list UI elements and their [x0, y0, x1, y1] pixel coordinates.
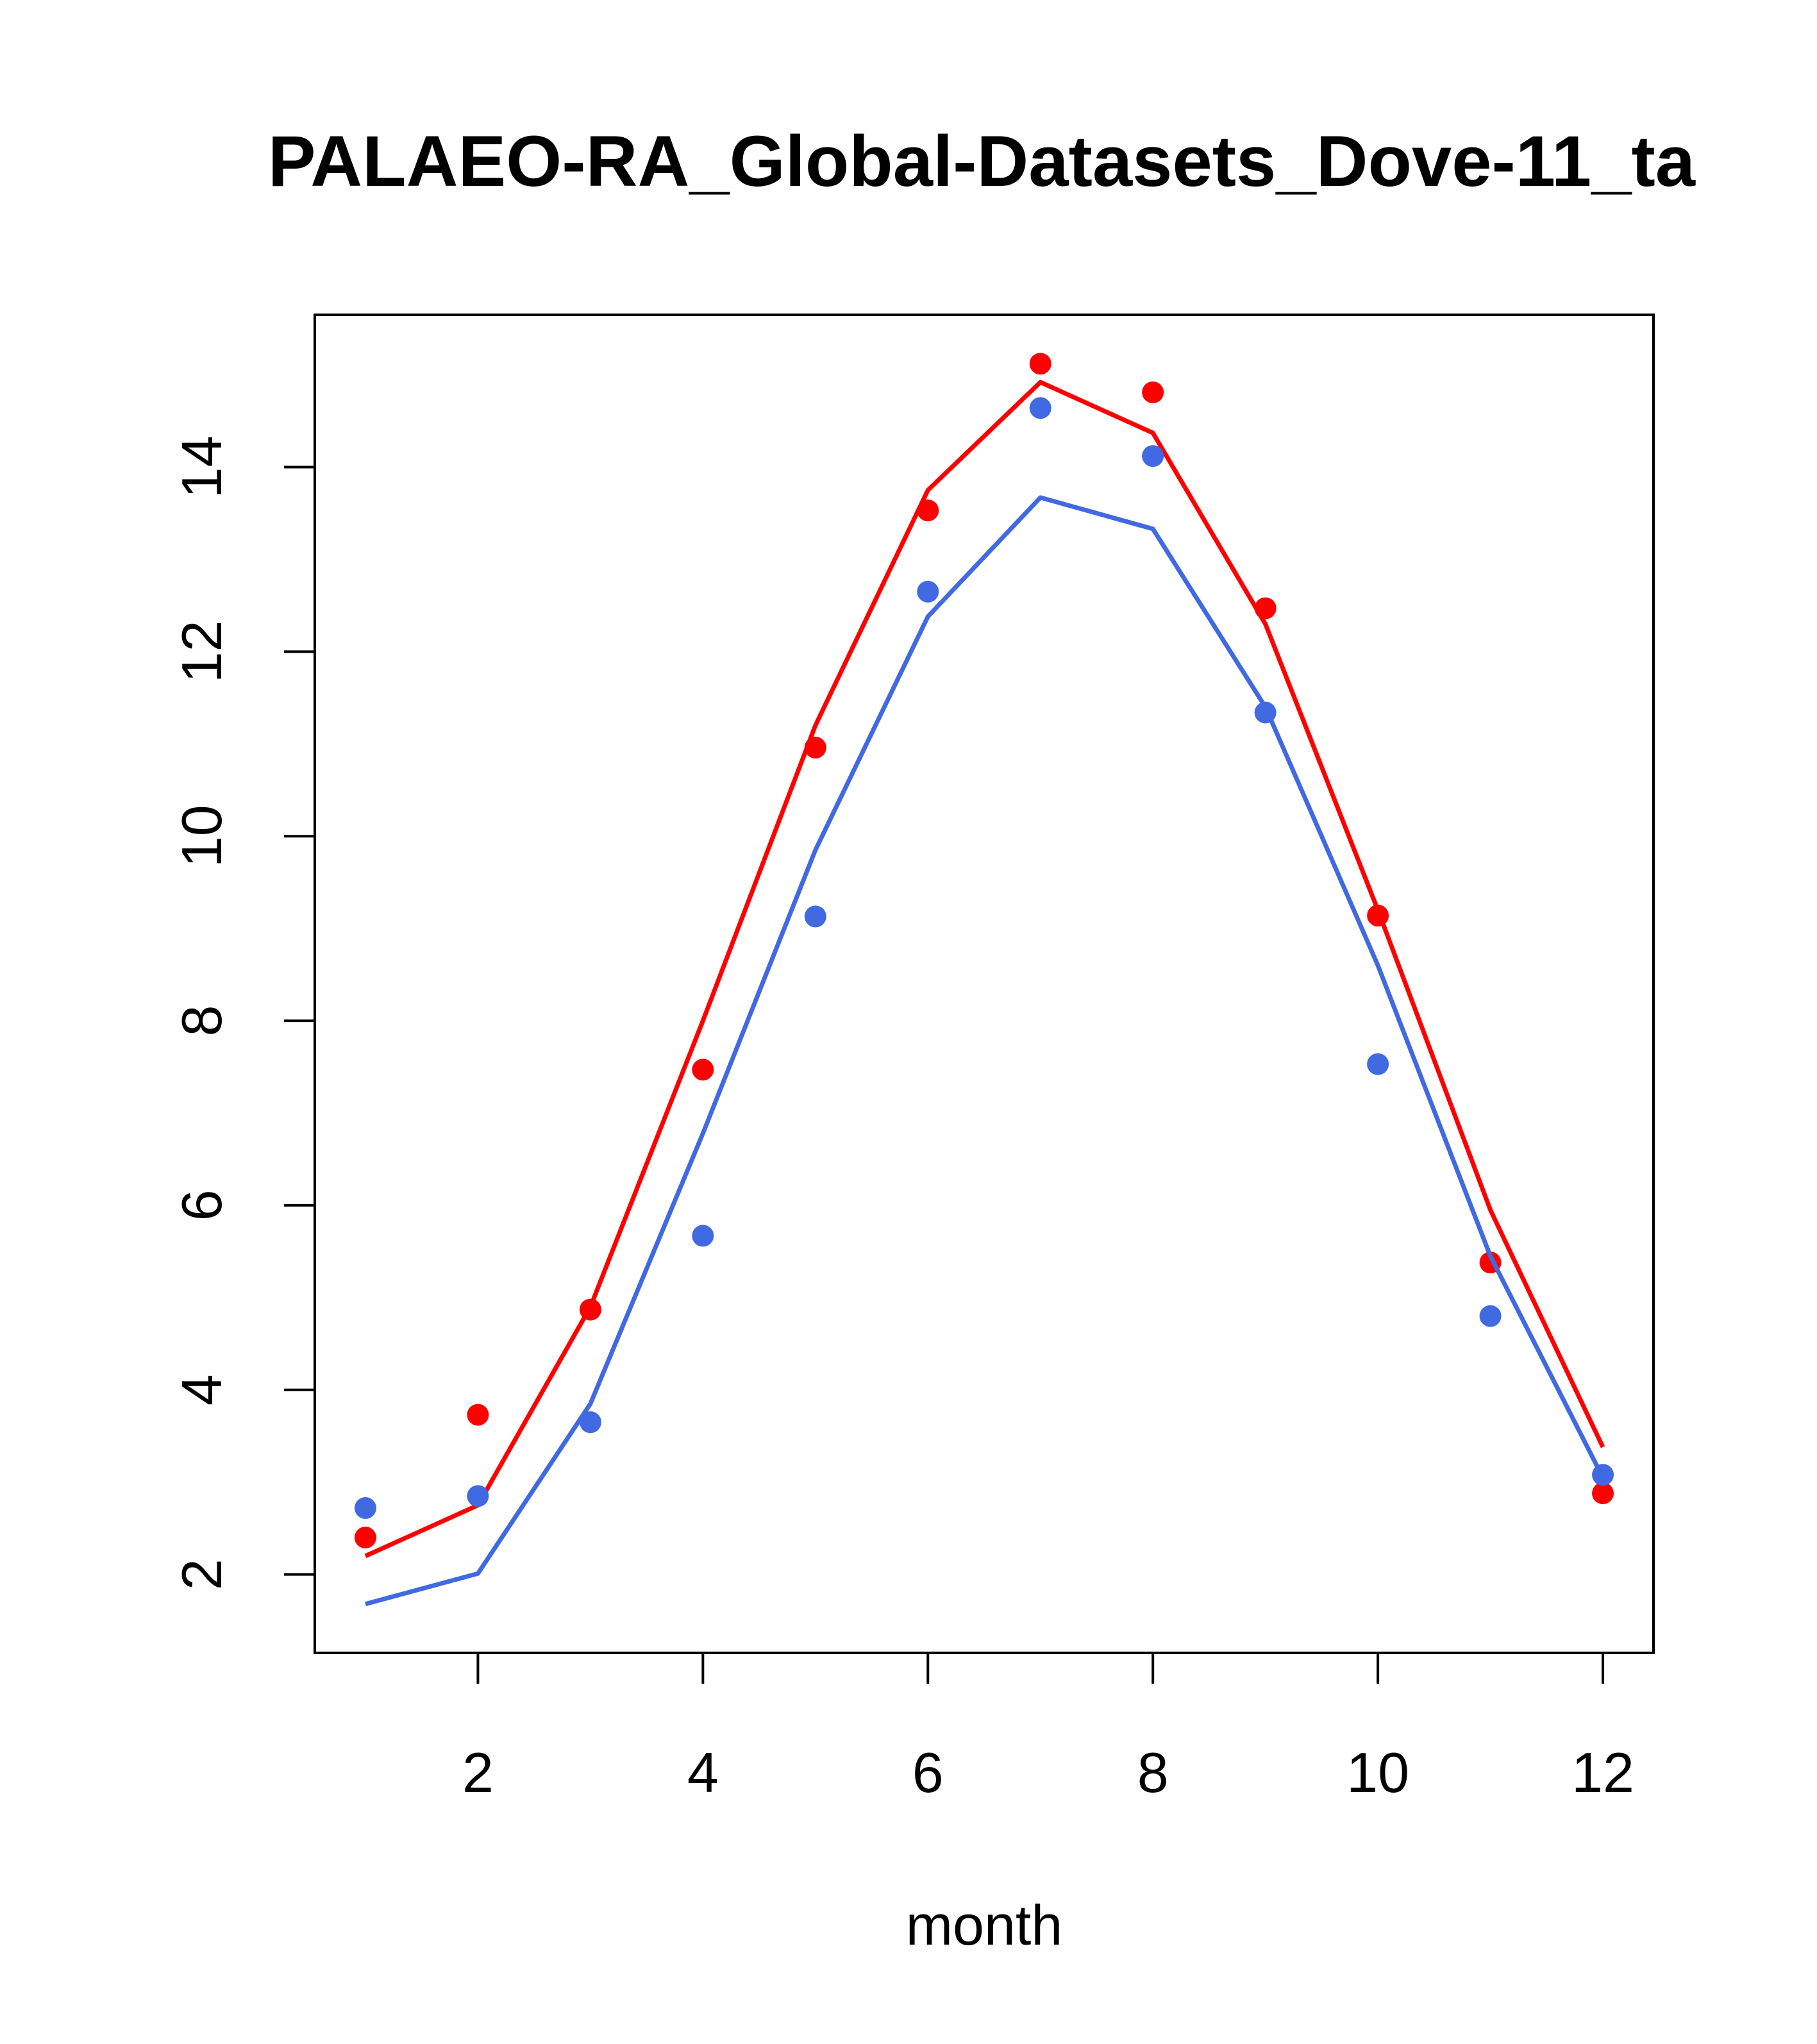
series-1-point	[354, 1527, 376, 1549]
x-axis-label: month	[906, 1893, 1063, 1957]
series-2-point	[692, 1225, 714, 1247]
series-1	[354, 353, 1614, 1559]
series-2-point	[1029, 397, 1051, 419]
series-1-point	[579, 1298, 601, 1321]
x-tick-label: 4	[687, 1741, 719, 1804]
series-1-point	[1254, 597, 1277, 619]
x-tick-label: 2	[462, 1741, 494, 1804]
series-2-point	[1479, 1305, 1502, 1327]
series-2-point	[1367, 1053, 1389, 1075]
series-2-point	[354, 1497, 376, 1520]
series-1-line	[364, 380, 1605, 1559]
series-1-point	[692, 1059, 714, 1081]
series-2-point	[917, 580, 939, 603]
series-2-point	[467, 1485, 489, 1507]
y-tick-label: 6	[170, 1189, 233, 1221]
series-2-point	[579, 1411, 601, 1434]
x-tick-label: 12	[1571, 1741, 1634, 1804]
y-tick-label: 8	[170, 1005, 233, 1037]
y-tick-label: 4	[170, 1374, 233, 1405]
x-tick-label: 10	[1346, 1741, 1409, 1804]
series-2-point	[1142, 445, 1164, 467]
series-layer	[354, 353, 1614, 1607]
series-1-point	[804, 737, 826, 759]
y-tick-label: 10	[170, 805, 233, 867]
plot-frame	[314, 314, 1655, 1654]
series-2-line	[365, 495, 1605, 1607]
x-axis: 2 4 6 8 10 12	[462, 1652, 1634, 1804]
x-tick-label: 6	[912, 1741, 944, 1804]
series-1-point	[1367, 904, 1389, 926]
chart-title: PALAEO-RA_Global-Datasets_Dove-11_ta	[268, 121, 1696, 201]
series-1-point	[1142, 381, 1164, 403]
y-tick-label: 12	[170, 620, 233, 683]
y-tick-label: 2	[170, 1559, 233, 1590]
x-tick-label: 8	[1137, 1741, 1169, 1804]
series-2	[354, 397, 1614, 1607]
series-2-point	[804, 905, 826, 928]
series-2-point	[1254, 701, 1277, 724]
y-tick-label: 14	[170, 436, 233, 499]
series-2-point	[1592, 1464, 1614, 1486]
series-1-point	[1592, 1482, 1614, 1504]
series-1-point	[467, 1403, 489, 1426]
y-axis: 2 4 6 8 10 12 14	[170, 436, 316, 1590]
series-1-point	[1029, 353, 1051, 375]
series-1-point	[917, 499, 939, 522]
